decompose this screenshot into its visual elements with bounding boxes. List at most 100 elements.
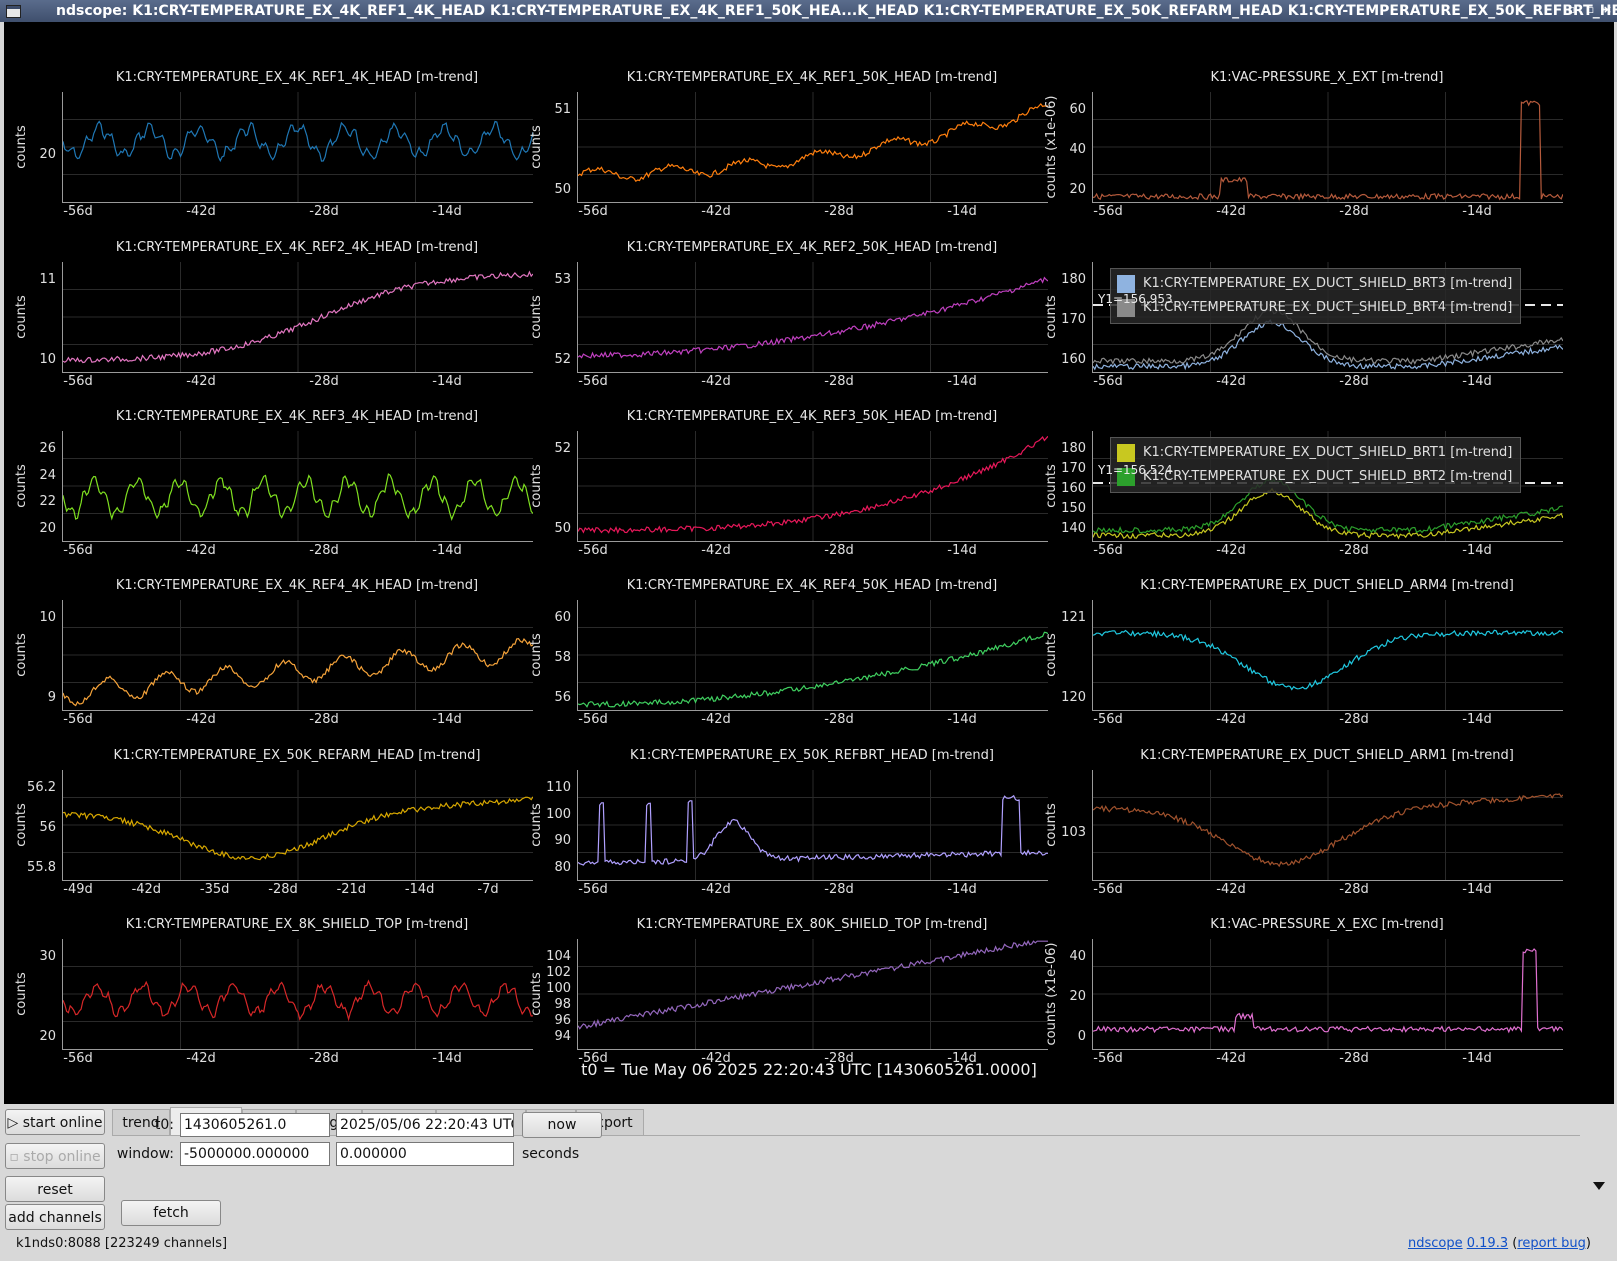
y-tick-label: 26 [39, 441, 56, 456]
plot-viewbox[interactable] [62, 600, 533, 711]
x-tick-label: -28d [309, 543, 339, 558]
y-tick-label: 20 [39, 147, 56, 162]
fetch-button[interactable]: fetch [121, 1200, 221, 1226]
chevron-down-icon[interactable] [1593, 1182, 1605, 1190]
y-tick-label: 96 [554, 1013, 571, 1028]
plot-legend[interactable]: K1:CRY-TEMPERATURE_EX_DUCT_SHIELD_BRT3 [… [1110, 268, 1522, 324]
plot-viewbox[interactable] [62, 939, 533, 1050]
start-online-button[interactable]: ▷ start online [5, 1109, 105, 1135]
stop-icon: ▫ [9, 1149, 24, 1165]
plot-viewbox[interactable] [1092, 939, 1563, 1050]
series-line [578, 631, 1048, 708]
plot-canvas [578, 431, 1048, 541]
plot-viewbox[interactable] [577, 262, 1048, 373]
plot-canvas [578, 770, 1048, 880]
control-panel: ▷ start online ▫ stop online reset add c… [0, 1104, 1617, 1261]
y-tick-label: 60 [554, 610, 571, 625]
cursor-label: Y1=156.524 [1098, 463, 1173, 477]
x-tick-label: -14d [432, 1051, 462, 1066]
minimize-icon[interactable]: ▫ [1567, 3, 1576, 16]
tab-trend[interactable]: trend [112, 1109, 170, 1135]
legend-label: K1:CRY-TEMPERATURE_EX_DUCT_SHIELD_BRT3 [… [1143, 276, 1513, 291]
y-tick-label: 11 [39, 272, 56, 287]
legend-entry[interactable]: K1:CRY-TEMPERATURE_EX_DUCT_SHIELD_BRT1 [… [1117, 441, 1512, 465]
now-button[interactable]: now [522, 1112, 602, 1138]
y-tick-label: 53 [554, 272, 571, 287]
plot-title: K1:CRY-TEMPERATURE_EX_80K_SHIELD_TOP [m-… [636, 917, 988, 932]
x-tick-label: -42d [701, 374, 731, 389]
t0-utc-input[interactable]: 2025/05/06 22:20:43 UTC [336, 1113, 514, 1137]
series-line [578, 794, 1048, 866]
legend-entry[interactable]: K1:CRY-TEMPERATURE_EX_DUCT_SHIELD_BRT2 [… [1117, 465, 1512, 489]
plot-viewbox[interactable] [577, 939, 1048, 1050]
series-line [63, 637, 533, 707]
plot-viewbox[interactable] [62, 770, 533, 881]
t0-gps-input[interactable]: 1430605261.0 [180, 1113, 330, 1137]
y-tick-label: 110 [546, 780, 571, 795]
add-channels-button[interactable]: add channels [5, 1204, 105, 1230]
y-tick-label: 160 [1061, 481, 1086, 496]
x-tick-label: -42d [186, 543, 216, 558]
maximize-icon[interactable]: ▫ [1586, 3, 1595, 16]
y-tick-label: 103 [1061, 825, 1086, 840]
plot-title: K1:CRY-TEMPERATURE_EX_4K_REF3_50K_HEAD [… [626, 409, 998, 424]
window-title: ndscope: K1:CRY-TEMPERATURE_EX_4K_REF1_4… [56, 3, 1617, 19]
series-line [63, 979, 533, 1022]
window-menu-icon[interactable] [6, 5, 21, 18]
plot-viewbox[interactable] [577, 770, 1048, 881]
y-tick-label: 100 [546, 806, 571, 822]
stop-online-button[interactable]: ▫ stop online [5, 1143, 105, 1169]
x-tick-label: -42d [1216, 543, 1246, 558]
series-line [578, 276, 1048, 359]
plot-viewbox[interactable] [1092, 600, 1563, 711]
plot-canvas [63, 92, 533, 202]
legend-entry[interactable]: K1:CRY-TEMPERATURE_EX_DUCT_SHIELD_BRT4 [… [1117, 296, 1512, 320]
y-tick-label: 180 [1061, 441, 1086, 456]
close-icon[interactable]: × [1602, 3, 1613, 16]
report-bug-link[interactable]: report bug [1517, 1236, 1586, 1251]
app-link[interactable]: ndscope [1407, 1236, 1463, 1251]
x-tick-label: -42d [186, 712, 216, 727]
seconds-unit-label: seconds [522, 1146, 580, 1162]
x-tick-label: -14d [947, 1051, 977, 1066]
x-tick-label: -28d [1339, 1051, 1369, 1066]
x-tick-label: -56d [578, 1051, 608, 1066]
legend-entry[interactable]: K1:CRY-TEMPERATURE_EX_DUCT_SHIELD_BRT3 [… [1117, 272, 1512, 296]
plot-viewbox[interactable] [62, 431, 533, 542]
y-tick-label: 121 [1061, 610, 1086, 625]
x-tick-label: -14d [1462, 712, 1492, 727]
y-tick-label: 20 [39, 1029, 56, 1044]
plot-title: K1:CRY-TEMPERATURE_EX_4K_REF2_50K_HEAD [… [626, 240, 998, 255]
y-tick-label: 150 [1061, 501, 1086, 516]
t0-label: t0 = Tue May 06 2025 22:20:43 UTC [14306… [581, 1060, 1037, 1079]
y-tick-label: 170 [1061, 461, 1086, 476]
reset-button[interactable]: reset [5, 1176, 105, 1202]
series-line [63, 120, 533, 163]
plot-legend[interactable]: K1:CRY-TEMPERATURE_EX_DUCT_SHIELD_BRT1 [… [1110, 437, 1522, 493]
y-tick-label: 40 [1069, 949, 1086, 964]
legend-swatch [1117, 298, 1135, 317]
x-tick-label: -28d [824, 1051, 854, 1066]
plot-canvas [63, 600, 533, 710]
plot-viewbox[interactable] [62, 92, 533, 203]
plot-viewbox[interactable] [577, 600, 1048, 711]
window-start-input[interactable]: -5000000.000000 [180, 1142, 330, 1166]
y-tick-label: 100 [546, 981, 571, 996]
window-end-input[interactable]: 0.000000 [336, 1142, 514, 1166]
x-tick-label: -56d [1093, 374, 1123, 389]
plot-title: K1:VAC-PRESSURE_X_EXT [m-trend] [1210, 70, 1444, 85]
plot-title: K1:CRY-TEMPERATURE_EX_DUCT_SHIELD_ARM4 [… [1140, 578, 1514, 593]
x-tick-label: -42d [1216, 1051, 1246, 1066]
plot-viewbox[interactable] [62, 262, 533, 373]
plot-viewbox[interactable] [1092, 92, 1563, 203]
x-tick-label: -14d [404, 882, 435, 897]
plot-viewbox[interactable] [577, 431, 1048, 542]
plot-viewbox[interactable] [577, 92, 1048, 203]
x-tick-label: -56d [63, 543, 93, 558]
x-tick-label: -56d [1093, 712, 1123, 727]
series-line [1093, 793, 1563, 868]
version-link[interactable]: 0.19.3 [1466, 1236, 1509, 1251]
plot-viewbox[interactable] [1092, 770, 1563, 881]
x-tick-label: -14d [432, 374, 462, 389]
y-tick-label: 30 [39, 949, 56, 964]
